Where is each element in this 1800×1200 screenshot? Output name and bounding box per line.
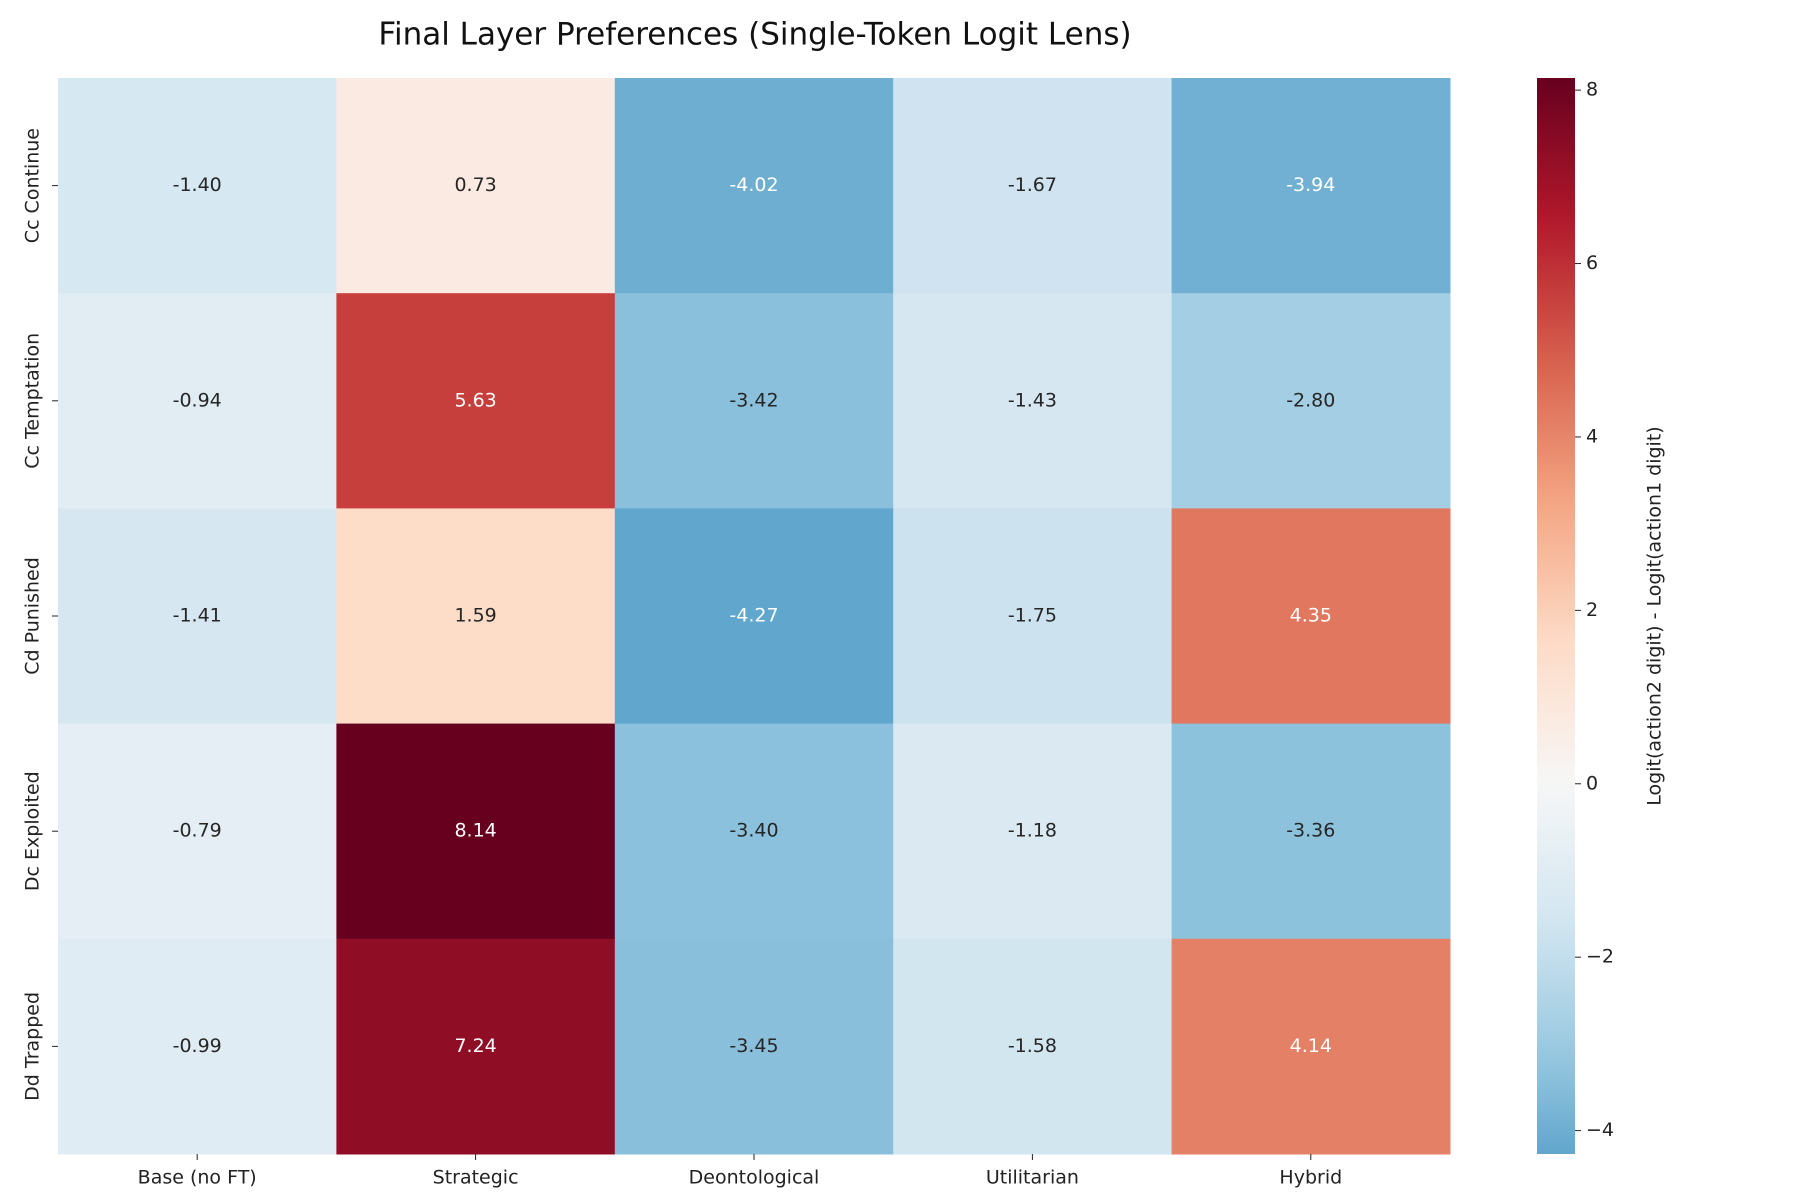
heatmap-cell [893, 723, 1173, 940]
cell-label: -1.41 [173, 605, 222, 627]
cell-label: -2.80 [1286, 389, 1335, 411]
x-tick-label: Deontological [689, 1167, 820, 1189]
heatmap-cell [336, 938, 616, 1155]
y-tick-label: Cd Punished [22, 557, 44, 675]
cell-label: 0.73 [454, 174, 496, 196]
cell-label: -1.67 [1008, 174, 1057, 196]
colorbar-tick-label: −4 [1586, 1119, 1614, 1141]
y-tick-label: Dd Trapped [22, 992, 44, 1101]
heatmap-cell [893, 293, 1173, 509]
cell-label: -0.99 [173, 1035, 222, 1057]
heatmap-cell [336, 293, 616, 509]
cell-label: 4.14 [1290, 1035, 1332, 1057]
heatmap-cell [58, 723, 337, 940]
colorbar-tick-label: 2 [1586, 599, 1598, 621]
heatmap-cell [614, 723, 894, 940]
heatmap-cell [1171, 508, 1451, 725]
heatmap-cell [893, 78, 1173, 294]
colorbar-tick-label: 4 [1586, 425, 1598, 447]
heatmap-cell [58, 508, 337, 725]
cell-label: -3.45 [729, 1035, 778, 1057]
cell-label: 4.35 [1290, 605, 1332, 627]
heatmap-cell [336, 723, 616, 940]
heatmap-cell [58, 293, 337, 509]
heatmap-cell [336, 508, 616, 725]
cell-label: -3.40 [729, 820, 778, 842]
heatmap-cell [614, 78, 894, 294]
heatmap-cell [336, 78, 616, 294]
colorbar-tick-label: 0 [1586, 772, 1598, 794]
cell-label: -0.94 [173, 389, 222, 411]
heatmap-cell [1171, 938, 1451, 1155]
cell-label: 8.14 [454, 820, 496, 842]
cell-label: -4.27 [729, 605, 778, 627]
cell-label: -3.42 [729, 389, 778, 411]
y-tick-label: Dc Exploited [22, 771, 44, 891]
cell-label: -1.40 [173, 174, 222, 196]
cell-label: 5.63 [454, 389, 496, 411]
cell-label: -3.94 [1286, 174, 1335, 196]
x-tick-label: Base (no FT) [138, 1167, 257, 1189]
x-tick-label: Utilitarian [986, 1167, 1079, 1189]
cell-label: -0.79 [173, 820, 222, 842]
x-tick-label: Strategic [433, 1167, 519, 1189]
x-tick-label: Hybrid [1279, 1167, 1342, 1189]
heatmap-cell [614, 293, 894, 509]
colorbar-label: Logit(action2 digit) - Logit(action1 dig… [1644, 426, 1666, 805]
heatmap-cell [1171, 723, 1451, 940]
heatmap-cell [1171, 78, 1451, 294]
chart-title: Final Layer Preferences (Single-Token Lo… [378, 17, 1131, 53]
heatmap-cell [58, 78, 337, 294]
cell-label: -1.18 [1008, 820, 1057, 842]
cell-label: -1.43 [1008, 389, 1057, 411]
colorbar-tick-label: 8 [1586, 79, 1598, 101]
heatmap-cell [893, 508, 1173, 725]
heatmap-cell [614, 508, 894, 725]
cell-label: 1.59 [454, 605, 496, 627]
cell-label: -3.36 [1286, 820, 1335, 842]
colorbar-tick-label: −2 [1586, 946, 1614, 968]
colorbar [1537, 78, 1575, 1154]
heatmap-cell [893, 938, 1173, 1155]
cell-label: -1.58 [1008, 1035, 1057, 1057]
heatmap-cell [58, 938, 337, 1155]
cell-label: -1.75 [1008, 605, 1057, 627]
cell-label: -4.02 [729, 174, 778, 196]
y-tick-label: Cc Continue [22, 128, 44, 243]
heatmap-cell [1171, 293, 1451, 509]
y-tick-label: Cc Temptation [22, 333, 44, 469]
colorbar-tick-label: 6 [1586, 252, 1598, 274]
cell-label: 7.24 [454, 1035, 496, 1057]
heatmap-cell [614, 938, 894, 1155]
